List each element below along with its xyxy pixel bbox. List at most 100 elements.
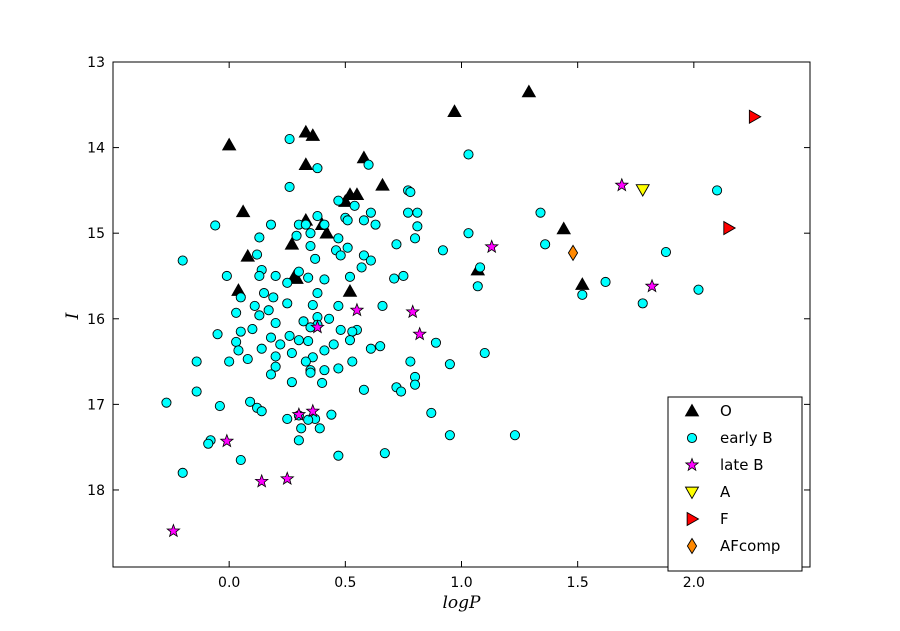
point-early-b: [291, 230, 302, 241]
legend-label-early-b: early B: [720, 429, 773, 447]
point-early-b: [409, 379, 421, 390]
point-early-b: [282, 277, 293, 288]
point-early-b: [286, 377, 297, 388]
point-late-b: [291, 406, 307, 421]
point-early-b: [303, 272, 314, 283]
point-early-b: [335, 324, 346, 335]
point-early-b: [324, 313, 335, 324]
point-early-b: [245, 396, 256, 407]
legend-marker-o: [684, 403, 700, 417]
point-early-b: [275, 339, 286, 350]
point-early-b: [314, 423, 325, 434]
point-early-b: [224, 356, 235, 367]
y-tick-label: 18: [87, 483, 105, 499]
point-o: [240, 248, 256, 262]
point-o: [447, 104, 462, 117]
point-afcomp: [567, 244, 579, 262]
point-early-b: [231, 336, 242, 347]
point-early-b: [377, 300, 388, 311]
point-early-b: [191, 386, 202, 397]
point-early-b: [303, 335, 314, 347]
legend-label-o: O: [720, 402, 732, 420]
point-a: [635, 184, 650, 197]
point-early-b: [268, 292, 279, 303]
point-early-b: [303, 414, 314, 425]
point-early-b: [472, 281, 483, 292]
point-o: [521, 84, 537, 98]
point-early-b: [286, 347, 297, 359]
point-early-b: [396, 386, 407, 397]
point-early-b: [637, 298, 648, 309]
point-early-b: [444, 359, 455, 370]
point-early-b: [254, 310, 265, 321]
point-early-b: [693, 284, 704, 295]
point-early-b: [365, 207, 376, 218]
point-early-b: [258, 288, 270, 299]
point-early-b: [389, 273, 400, 284]
point-early-b: [412, 221, 423, 232]
point-late-b: [405, 304, 420, 319]
point-early-b: [305, 240, 316, 252]
point-late-b: [412, 326, 427, 341]
point-early-b: [312, 288, 323, 299]
point-early-b: [307, 300, 318, 311]
point-early-b: [293, 266, 304, 277]
point-early-b: [358, 215, 369, 226]
point-f: [723, 220, 737, 236]
point-early-b: [312, 163, 323, 174]
point-early-b: [293, 335, 304, 346]
point-o: [319, 225, 335, 239]
point-early-b: [333, 195, 344, 206]
x-axis-ticks: 0.0 0.5 1.0 1.5 2.0: [218, 62, 705, 591]
point-early-b: [535, 207, 546, 218]
point-early-b: [270, 361, 281, 372]
point-late-b: [349, 302, 365, 317]
legend-marker-f: [686, 511, 700, 527]
point-early-b: [577, 289, 588, 300]
point-early-b: [282, 298, 293, 309]
point-late-b: [254, 473, 269, 488]
point-early-b: [344, 335, 356, 346]
point-early-b: [300, 356, 311, 367]
point-early-b: [600, 276, 611, 288]
point-early-b: [270, 318, 281, 329]
point-early-b: [284, 330, 295, 341]
point-early-b: [509, 430, 520, 441]
point-late-b: [644, 278, 660, 293]
x-tick-label: 2.0: [683, 575, 705, 591]
point-o: [305, 128, 321, 141]
x-tick-label: 0.5: [334, 575, 356, 591]
point-early-b: [463, 149, 474, 160]
point-early-b: [305, 228, 316, 239]
point-early-b: [391, 239, 402, 250]
point-early-b: [233, 345, 244, 356]
point-late-b: [279, 471, 295, 486]
points-layer: [161, 84, 762, 538]
y-axis-label: I: [63, 312, 83, 320]
point-early-b: [282, 413, 293, 424]
point-early-b: [231, 307, 242, 318]
point-early-b: [347, 356, 358, 367]
point-early-b: [370, 219, 381, 230]
point-late-b: [484, 239, 499, 254]
legend-label-late-b: late B: [720, 456, 764, 474]
plot-area: 0.0 0.5 1.0 1.5 2.0 13 14 15 16 17 18: [87, 55, 811, 591]
point-early-b: [479, 347, 490, 359]
point-early-b: [161, 397, 172, 408]
point-early-b: [254, 232, 265, 243]
y-tick-label: 13: [87, 55, 105, 71]
point-early-b: [247, 324, 258, 335]
point-early-b: [310, 253, 321, 264]
point-early-b: [177, 467, 188, 478]
point-early-b: [328, 339, 339, 350]
point-early-b: [349, 200, 360, 211]
point-early-b: [251, 249, 263, 260]
point-early-b: [660, 246, 672, 258]
point-early-b: [319, 274, 330, 285]
point-early-b: [235, 292, 246, 303]
point-o: [575, 277, 590, 290]
point-early-b: [254, 270, 265, 282]
point-early-b: [444, 430, 455, 441]
point-early-b: [263, 305, 274, 316]
point-early-b: [463, 228, 474, 239]
